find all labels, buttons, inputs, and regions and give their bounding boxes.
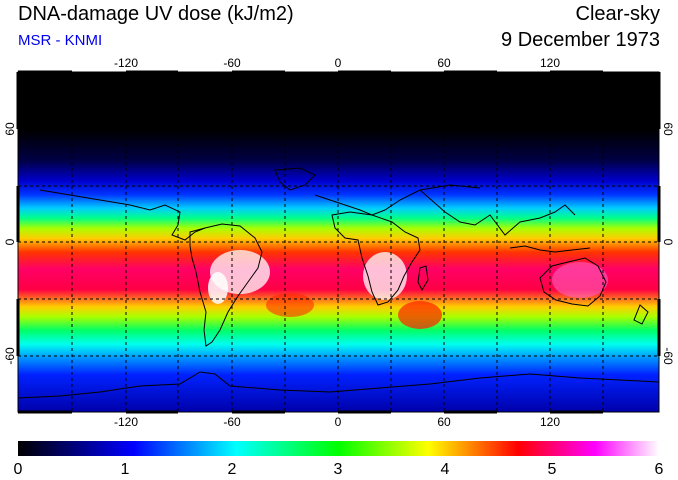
- lon-tick-bottom: -120: [114, 415, 138, 429]
- graticule: [18, 72, 659, 412]
- lat-tick-left: -60: [3, 347, 17, 365]
- madagascar-coast: [417, 265, 429, 292]
- indonesia-coast: [509, 245, 591, 253]
- latitude-ticks-right: 60 0 -60: [661, 122, 675, 365]
- lon-tick-top: -120: [114, 56, 138, 70]
- map-plot-area: [18, 72, 659, 412]
- africa-coast: [331, 211, 421, 306]
- lon-tick-top: 0: [335, 56, 342, 70]
- map-title: DNA-damage UV dose (kJ/m2): [18, 3, 294, 25]
- lon-tick-top: 120: [540, 56, 560, 70]
- lat-tick-left: 0: [3, 238, 17, 245]
- europe-coast: [314, 184, 481, 216]
- colorbar-label: 6: [655, 461, 664, 478]
- map-date: 9 December 1973: [501, 29, 660, 51]
- north-america-coast: [39, 189, 206, 241]
- colorbar: [18, 441, 659, 456]
- andes-high-dose: [208, 272, 228, 304]
- longitude-ticks-bottom: -120 -60 0 60 120: [114, 415, 560, 429]
- south-atlantic-red-patch: [266, 293, 314, 317]
- colorbar-label: 2: [228, 461, 237, 478]
- lon-tick-bottom: 0: [335, 415, 342, 429]
- colorbar-label: 0: [14, 461, 23, 478]
- sky-condition-label: Clear-sky: [575, 3, 660, 25]
- south-indian-ocean-red-patch: [398, 301, 442, 329]
- colorbar-labels: 0 1 2 3 4 5 6: [14, 461, 664, 478]
- new-zealand-coast: [633, 304, 649, 325]
- lat-tick-right: -60: [661, 347, 675, 365]
- latitude-ticks-left: 60 0 -60: [3, 122, 17, 365]
- southern-africa-high-dose: [363, 252, 407, 300]
- lat-tick-right: 0: [661, 239, 675, 246]
- australia-high-dose: [552, 262, 608, 298]
- lat-tick-right: 60: [661, 122, 675, 136]
- frame-segments: [16, 70, 661, 414]
- asia-coast: [419, 189, 576, 236]
- lon-tick-bottom: -60: [223, 415, 241, 429]
- longitude-ticks-top: -120 -60 0 60 120: [114, 56, 560, 70]
- map-subtitle: MSR - KNMI: [18, 32, 103, 49]
- lon-tick-top: 60: [437, 56, 451, 70]
- colorbar-label: 1: [121, 461, 130, 478]
- antarctica-coast: [18, 371, 659, 399]
- south-america-coast: [189, 223, 263, 347]
- lon-tick-bottom: 60: [437, 415, 451, 429]
- greenland-coast: [274, 167, 316, 191]
- lon-tick-bottom: 120: [540, 415, 560, 429]
- colorbar-label: 5: [548, 461, 557, 478]
- colorbar-label: 4: [441, 461, 450, 478]
- lat-tick-left: 60: [3, 122, 17, 136]
- lon-tick-top: -60: [223, 56, 241, 70]
- colorbar-label: 3: [334, 461, 343, 478]
